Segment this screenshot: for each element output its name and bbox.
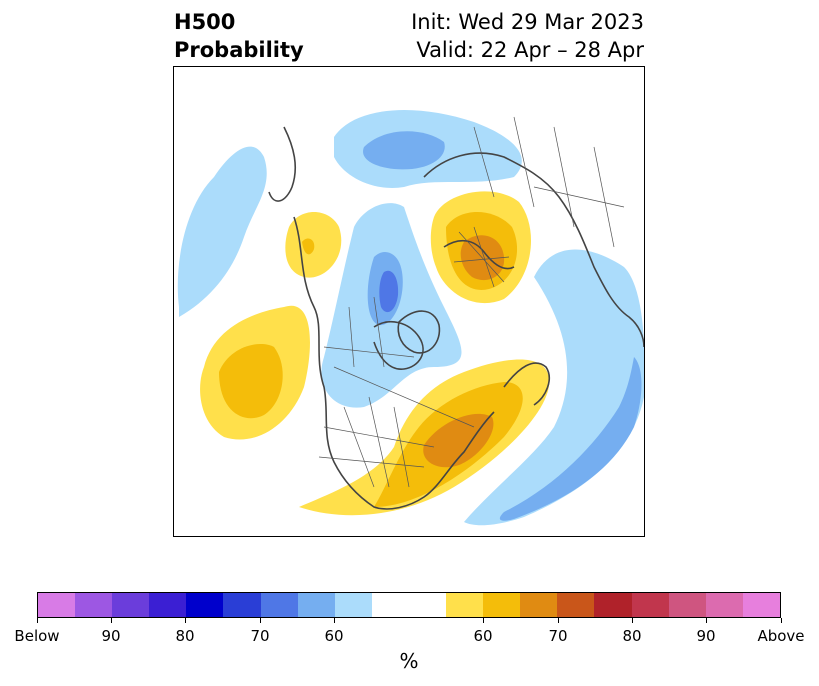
west-canada-gold-core [302,238,315,255]
colorbar-tick-mark [334,618,335,623]
colorbar-tick-label: Below [14,627,60,645]
colorbar-segment [631,593,669,617]
colorbar-tick-label: 60 [324,627,344,645]
hudson-blue-core [379,270,399,313]
colorbar-segment [408,593,447,617]
colorbar-segment [112,593,150,617]
colorbar-tick-mark [706,618,707,623]
arctic-mid-blue-region [363,131,445,170]
colorbar-segment [186,593,224,617]
eastern-us-orange-core [423,413,494,468]
colorbar-tick-label: 80 [622,627,642,645]
colorbar-segment [334,593,372,617]
europe-coast [503,362,550,406]
colorbar-segment [668,593,706,617]
colorbar-tick-label: 60 [473,627,493,645]
title-variable: H500 [174,10,236,34]
colorbar-tick-label: 90 [101,627,121,645]
colorbar-segment [149,593,187,617]
siberia-coast [443,239,515,270]
colorbar-tick-mark [558,618,559,623]
colorbar-segment [705,593,743,617]
alaska-coast [268,126,297,202]
canada-provinces [323,296,415,368]
colorbar-tick-label: 70 [250,627,270,645]
colorbar-segment [371,593,409,617]
us-states-grid-1 [318,396,435,488]
eurasia-borders [473,116,625,248]
colorbar-tick-mark [632,618,633,623]
colorbar-tick-mark [37,618,38,623]
colorbar-segment [75,593,113,617]
colorbar-unit-label: % [399,649,419,673]
borders [318,116,625,488]
chart-title-right: Init: Wed 29 Mar 2023 Valid: 22 Apr – 28… [411,8,644,64]
colorbar-segment [483,593,521,617]
colorbar-segment [557,593,595,617]
colorbar-segment [260,593,298,617]
colorbar-segment [223,593,261,617]
colorbar-tick-label: 80 [175,627,195,645]
init-date: Init: Wed 29 Mar 2023 [411,10,644,34]
siberia-grid [453,226,510,288]
colorbar [37,592,781,618]
colorbar-tick-mark [781,618,782,623]
colorbar-tick-mark [185,618,186,623]
colorbar-tick-label: Above [757,627,805,645]
atlantic-mid-blue-region [499,357,642,521]
pacific-gold-region [219,344,283,419]
colorbar-segment [594,593,632,617]
north-america-coast [293,216,495,510]
colorbar-tick-label: 70 [548,627,568,645]
colorbar-segment [446,593,484,617]
map-canvas [177,110,644,526]
colorbar-segment [742,593,780,617]
colorbar-segment [297,593,335,617]
chart-title-left: H500 Probability [174,8,304,64]
greenland-coast [397,310,441,354]
us-canada-border [333,366,475,428]
valid-range: Valid: 22 Apr – 28 Apr [416,38,644,62]
title-metric: Probability [174,38,304,62]
colorbar-segment [520,593,558,617]
probability-map [173,66,645,537]
colorbar-tick-mark [111,618,112,623]
colorbar-tick-label: 90 [696,627,716,645]
pacific-blue-region [177,146,267,317]
colorbar-tick-mark [260,618,261,623]
colorbar-segment [38,593,76,617]
colorbar-tick-mark [483,618,484,623]
